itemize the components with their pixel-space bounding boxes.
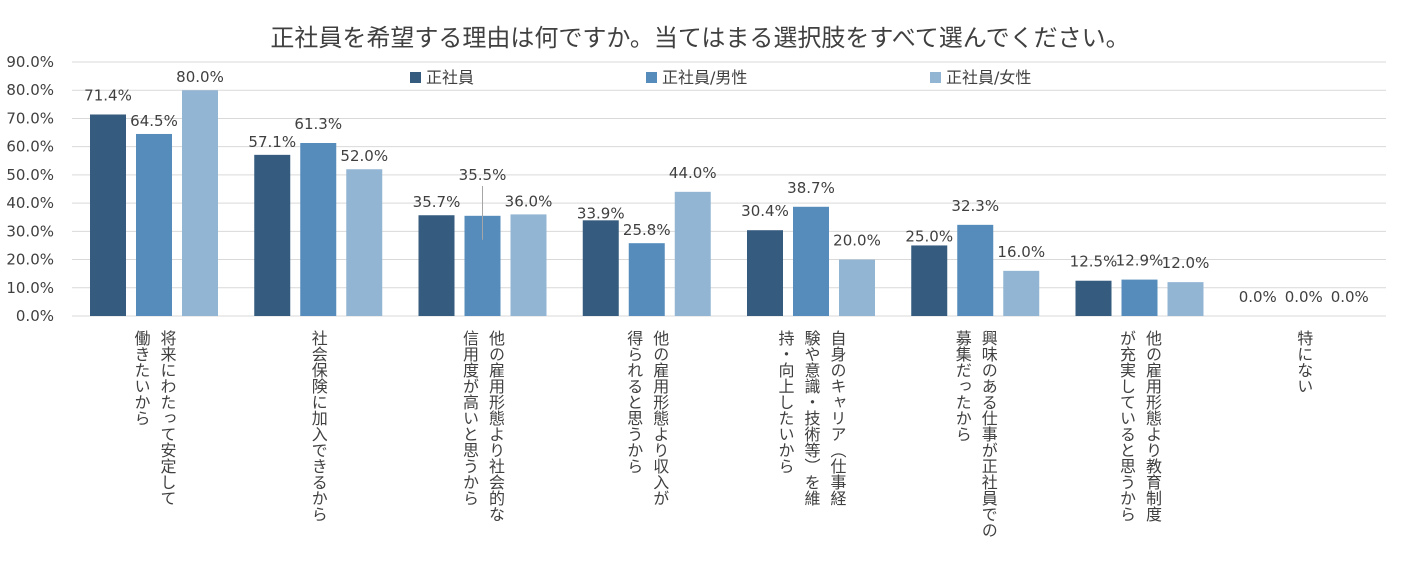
y-tick-label: 20.0%: [6, 251, 54, 269]
bar: [182, 90, 218, 316]
category-label: 信用度が高いと思うから: [460, 330, 479, 506]
data-label: 30.4%: [741, 202, 789, 220]
data-label: 52.0%: [340, 147, 388, 165]
bar: [136, 133, 172, 316]
data-label: 36.0%: [505, 192, 553, 210]
y-tick-label: 40.0%: [6, 194, 54, 212]
bar: [839, 259, 875, 316]
category-label: 募集だったから: [953, 330, 972, 442]
data-labels: 71.4% 57.1% 35.7% 33.9% 30.4% 25.0% 12.5% 0.0% 6…: [84, 68, 1369, 306]
data-label: 12.5%: [1070, 253, 1118, 271]
bar: [1075, 280, 1112, 316]
bar: [957, 224, 994, 316]
bar: [747, 230, 783, 316]
bar: [674, 191, 711, 316]
data-label: 16.0%: [997, 243, 1045, 261]
category-label: 働きたいから: [132, 330, 151, 426]
legend-label: 正社員/男性: [662, 68, 747, 87]
bar: [300, 142, 337, 316]
bar: [254, 154, 291, 316]
data-label: 44.0%: [669, 164, 717, 182]
category-label: が充実していると思うから: [1117, 330, 1136, 522]
y-tick-label: 30.0%: [6, 222, 54, 240]
data-label: 35.7%: [413, 193, 461, 211]
category-label: 将来にわたって安定して: [158, 330, 177, 506]
bar: [628, 243, 665, 316]
y-tick-label: 70.0%: [6, 109, 54, 127]
data-label: 25.8%: [623, 221, 671, 239]
bar: [582, 220, 619, 316]
y-tick-label: 50.0%: [6, 166, 54, 184]
y-tick-label: 60.0%: [6, 138, 54, 156]
y-axis-ticks: 0.0% 10.0% 20.0% 30.0% 40.0% 50.0% 60.0% 70.0% 8…: [6, 53, 54, 325]
bar: [418, 215, 455, 316]
bar: [510, 214, 547, 316]
data-label: 61.3%: [294, 115, 342, 133]
data-label: 33.9%: [577, 204, 625, 222]
category-label: 社会保険に加入できるから: [309, 330, 328, 522]
legend: 正社員 正社員/男性 正社員/女性: [410, 68, 1031, 87]
chart-title: 正社員を希望する理由は何ですか。当てはまる選択肢をすべて選んでください。: [270, 24, 1129, 52]
y-tick-label: 10.0%: [6, 279, 54, 297]
legend-swatch: [930, 72, 941, 83]
bar: [90, 114, 126, 316]
category-label: 験や意識・技術等）を維: [802, 330, 821, 506]
legend-label: 正社員/女性: [946, 68, 1031, 87]
y-tick-label: 0.0%: [16, 307, 54, 325]
category-label: 得られると思うから: [624, 330, 643, 474]
data-label: 0.0%: [1285, 288, 1323, 306]
category-label: 興味のある仕事が正社員での: [979, 330, 998, 538]
data-label: 0.0%: [1331, 288, 1369, 306]
bar: [1167, 282, 1204, 316]
data-label: 12.0%: [1162, 254, 1210, 272]
data-label: 12.9%: [1116, 252, 1164, 270]
category-label: 他の雇用形態より社会的な: [486, 330, 505, 522]
data-label: 0.0%: [1239, 288, 1277, 306]
bar: [911, 245, 948, 316]
y-tick-label: 90.0%: [6, 53, 54, 71]
data-label: 71.4%: [84, 86, 132, 104]
data-label: 25.0%: [905, 227, 953, 245]
legend-swatch: [410, 72, 421, 83]
legend-swatch: [646, 72, 657, 83]
gridlines: [72, 61, 1386, 317]
category-label: 持・向上したいから: [776, 330, 795, 474]
data-label: 80.0%: [176, 68, 224, 86]
category-label: 自身のキャリア（仕事経: [828, 330, 847, 506]
data-label: 38.7%: [787, 179, 835, 197]
category-label: 特にない: [1294, 330, 1313, 394]
data-label: 20.0%: [833, 232, 881, 250]
data-label: 57.1%: [248, 133, 296, 151]
category-label: 他の雇用形態より収入が: [650, 330, 669, 506]
bar: [1003, 270, 1040, 316]
bar: [793, 206, 829, 316]
bar: [1121, 279, 1158, 316]
data-label: 35.5%: [459, 166, 507, 184]
data-label: 32.3%: [951, 197, 999, 215]
data-label: 64.5%: [130, 112, 178, 130]
bars: [90, 90, 1204, 316]
legend-label: 正社員: [426, 68, 474, 87]
y-tick-label: 80.0%: [6, 81, 54, 99]
bar: [346, 169, 383, 316]
category-label: 他の雇用形態より教育制度: [1143, 330, 1162, 522]
